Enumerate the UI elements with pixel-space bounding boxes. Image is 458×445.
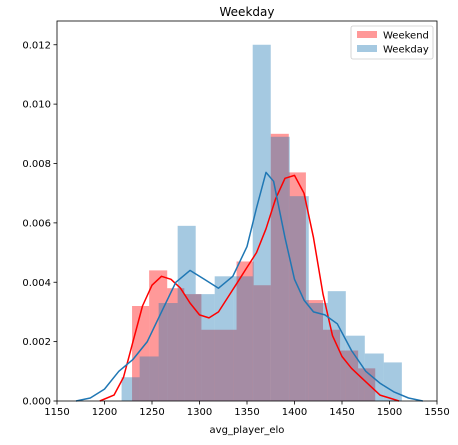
- weekday-bar: [345, 335, 365, 401]
- weekend-bar: [218, 329, 237, 401]
- x-tick-label: 1450: [329, 407, 354, 418]
- x-tick-label: 1350: [234, 407, 259, 418]
- x-axis: 1150 1200 1250 1300 1350 1400 1450 1500 1550: [44, 401, 450, 418]
- weekday-bar: [139, 356, 159, 401]
- weekday-bar: [383, 362, 402, 401]
- weekend-bar: [253, 285, 271, 401]
- weekend-bar: [201, 329, 219, 401]
- x-tick-label: 1300: [187, 407, 212, 418]
- y-tick-label: 0.004: [22, 278, 51, 289]
- y-tick-label: 0.010: [22, 100, 51, 111]
- weekday-bar: [252, 44, 271, 401]
- weekend-bar: [305, 300, 323, 401]
- weekday-bar: [158, 303, 178, 401]
- weekday-bar: [270, 136, 290, 401]
- legend-swatch: [357, 45, 377, 52]
- x-tick-label: 1200: [92, 407, 117, 418]
- weekday-bar: [177, 225, 196, 401]
- y-tick-label: 0.006: [22, 218, 51, 229]
- weekday-bar: [233, 276, 253, 401]
- chart-title: Weekday: [220, 5, 275, 19]
- legend-swatch: [357, 31, 377, 38]
- x-tick-label: 1400: [282, 407, 307, 418]
- histogram-bars: [121, 44, 402, 401]
- y-axis: 0.000 0.002 0.004 0.006 0.008 0.010 0.012: [22, 40, 57, 408]
- legend: Weekend Weekday: [350, 25, 434, 60]
- x-tick-label: 1150: [44, 407, 69, 418]
- weekend-bar: [184, 294, 202, 401]
- weekend-bar: [167, 288, 185, 401]
- y-tick-label: 0.012: [22, 40, 51, 51]
- x-tick-label: 1550: [424, 407, 449, 418]
- legend-label: Weekend: [383, 31, 429, 42]
- legend-box: [350, 25, 434, 60]
- weekend-bar: [149, 270, 168, 401]
- weekday-bar: [308, 303, 328, 401]
- y-tick-label: 0.002: [22, 337, 51, 348]
- weekday-bar: [121, 377, 140, 401]
- weekday-bar: [195, 294, 215, 401]
- legend-label: Weekday: [383, 45, 429, 56]
- y-tick-label: 0.000: [22, 397, 51, 408]
- weekend-bar: [236, 261, 254, 401]
- x-axis-label: avg_player_elo: [210, 425, 285, 436]
- kde-curves: [75, 171, 423, 402]
- weekday-bar: [289, 196, 309, 401]
- y-tick-label: 0.008: [22, 159, 51, 170]
- weekend-bar: [340, 350, 359, 401]
- weekday-bar: [214, 276, 234, 401]
- x-tick-label: 1500: [377, 407, 402, 418]
- x-tick-label: 1250: [139, 407, 164, 418]
- weekday-kde-line: [75, 171, 423, 402]
- weekend-bar: [323, 329, 341, 401]
- weekday-bar: [364, 353, 384, 401]
- weekend-kde-line: [99, 174, 400, 402]
